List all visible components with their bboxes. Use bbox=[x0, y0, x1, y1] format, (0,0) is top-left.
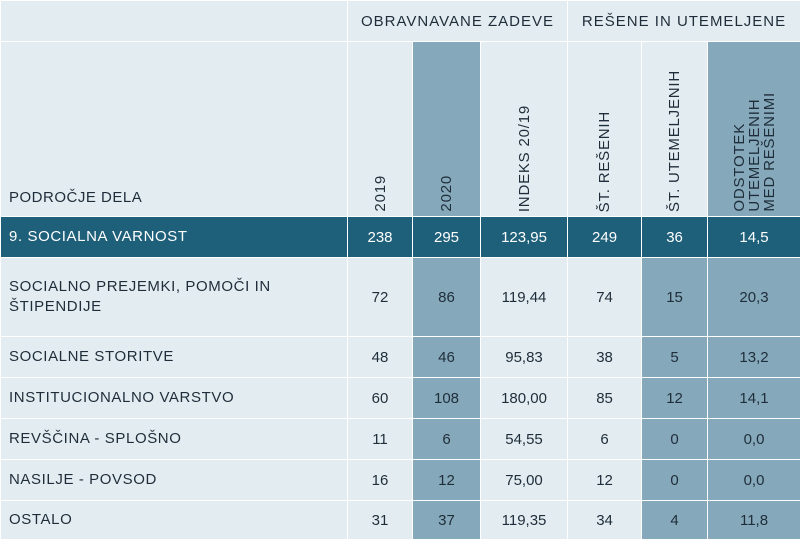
cell-percentage: 14,5 bbox=[708, 217, 800, 258]
cell-resolved: 38 bbox=[568, 337, 642, 378]
row-area-name: 9. SOCIALNA VARNOST bbox=[1, 217, 348, 258]
cell-2019: 31 bbox=[348, 501, 413, 540]
table-row: SOCIALNO PREJEMKI, POMOČI IN ŠTIPENDIJE … bbox=[1, 258, 800, 337]
cell-justified: 5 bbox=[642, 337, 708, 378]
column-header-2019: 2019 bbox=[348, 42, 413, 217]
group-header-cases: OBRAVNAVANE ZADEVE bbox=[348, 1, 568, 42]
table-row: SOCIALNE STORITVE 48 46 95,83 38 5 13,2 bbox=[1, 337, 800, 378]
cell-justified: 15 bbox=[642, 258, 708, 337]
cell-percentage: 20,3 bbox=[708, 258, 800, 337]
cell-2020: 86 bbox=[413, 258, 481, 337]
cell-index: 75,00 bbox=[481, 460, 568, 501]
cell-percentage: 14,1 bbox=[708, 378, 800, 419]
cell-index: 180,00 bbox=[481, 378, 568, 419]
cell-2019: 48 bbox=[348, 337, 413, 378]
table-row: NASILJE - POVSOD 16 12 75,00 12 0 0,0 bbox=[1, 460, 800, 501]
cell-percentage: 13,2 bbox=[708, 337, 800, 378]
group-header-resolved: REŠENE IN UTEMELJENE bbox=[568, 1, 800, 42]
cell-resolved: 6 bbox=[568, 419, 642, 460]
column-header-percentage: ODSTOTEK UTEMELJENIH MED REŠENIMI bbox=[708, 42, 800, 217]
cell-2019: 60 bbox=[348, 378, 413, 419]
cell-resolved: 249 bbox=[568, 217, 642, 258]
statistics-table-container: OBRAVNAVANE ZADEVE REŠENE IN UTEMELJENE … bbox=[0, 0, 800, 514]
cell-justified: 0 bbox=[642, 460, 708, 501]
cell-2019: 72 bbox=[348, 258, 413, 337]
cell-index: 123,95 bbox=[481, 217, 568, 258]
table-row-total: 9. SOCIALNA VARNOST 238 295 123,95 249 3… bbox=[1, 217, 800, 258]
row-area-name: REVŠČINA - SPLOŠNO bbox=[1, 419, 348, 460]
cell-2019: 238 bbox=[348, 217, 413, 258]
row-area-name: SOCIALNE STORITVE bbox=[1, 337, 348, 378]
row-area-name: OSTALO bbox=[1, 501, 348, 540]
cell-2020: 295 bbox=[413, 217, 481, 258]
cell-2020: 108 bbox=[413, 378, 481, 419]
column-header-justified: ŠT. UTEMELJENIH bbox=[642, 42, 708, 217]
table-row: OSTALO 31 37 119,35 34 4 11,8 bbox=[1, 501, 800, 540]
column-header-2020: 2020 bbox=[413, 42, 481, 217]
cell-index: 95,83 bbox=[481, 337, 568, 378]
header-group-row: OBRAVNAVANE ZADEVE REŠENE IN UTEMELJENE bbox=[1, 1, 800, 42]
header-blank-cell bbox=[1, 1, 348, 42]
cell-percentage: 0,0 bbox=[708, 460, 800, 501]
cell-resolved: 12 bbox=[568, 460, 642, 501]
column-header-row: PODROČJE DELA 2019 2020 INDEKS 20/19 ŠT.… bbox=[1, 42, 800, 217]
cell-justified: 12 bbox=[642, 378, 708, 419]
row-area-name: SOCIALNO PREJEMKI, POMOČI IN ŠTIPENDIJE bbox=[1, 258, 348, 337]
column-header-index: INDEKS 20/19 bbox=[481, 42, 568, 217]
table-row: REVŠČINA - SPLOŠNO 11 6 54,55 6 0 0,0 bbox=[1, 419, 800, 460]
cell-resolved: 85 bbox=[568, 378, 642, 419]
table-row: INSTITUCIONALNO VARSTVO 60 108 180,00 85… bbox=[1, 378, 800, 419]
cell-index: 54,55 bbox=[481, 419, 568, 460]
area-column-header: PODROČJE DELA bbox=[1, 42, 348, 217]
cell-justified: 4 bbox=[642, 501, 708, 540]
cell-resolved: 74 bbox=[568, 258, 642, 337]
cell-justified: 36 bbox=[642, 217, 708, 258]
row-area-name: NASILJE - POVSOD bbox=[1, 460, 348, 501]
cell-percentage: 0,0 bbox=[708, 419, 800, 460]
cell-2020: 37 bbox=[413, 501, 481, 540]
row-area-name: INSTITUCIONALNO VARSTVO bbox=[1, 378, 348, 419]
cell-justified: 0 bbox=[642, 419, 708, 460]
cell-2019: 16 bbox=[348, 460, 413, 501]
cell-2019: 11 bbox=[348, 419, 413, 460]
cell-resolved: 34 bbox=[568, 501, 642, 540]
column-header-resolved: ŠT. REŠENIH bbox=[568, 42, 642, 217]
cell-index: 119,44 bbox=[481, 258, 568, 337]
cell-index: 119,35 bbox=[481, 501, 568, 540]
cell-percentage: 11,8 bbox=[708, 501, 800, 540]
cell-2020: 6 bbox=[413, 419, 481, 460]
cell-2020: 12 bbox=[413, 460, 481, 501]
cell-2020: 46 bbox=[413, 337, 481, 378]
